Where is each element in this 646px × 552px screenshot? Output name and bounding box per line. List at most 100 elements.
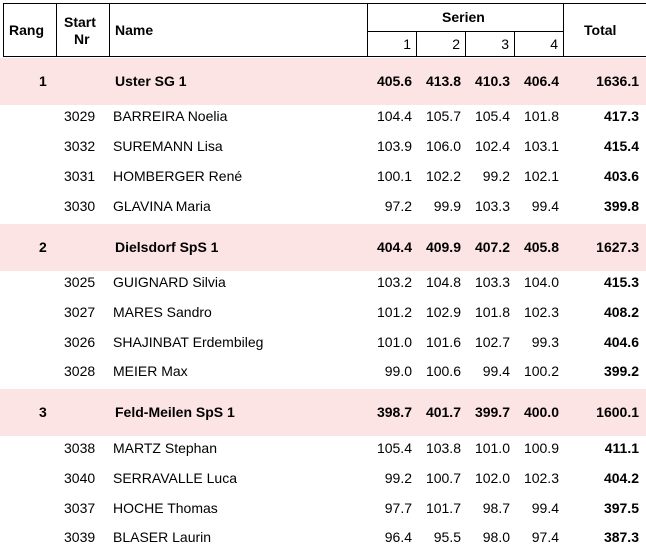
team-series-1: 398.7 [376, 404, 412, 420]
member-nr: 3039 [64, 529, 96, 545]
member-series-3: 101.8 [474, 304, 510, 320]
member-series-2: 100.7 [425, 470, 461, 486]
member-series-3: 103.3 [474, 274, 510, 290]
member-series-4: 102.3 [523, 470, 559, 486]
member-series-1: 97.7 [384, 500, 412, 516]
member-series-3: 102.7 [474, 334, 510, 350]
team-series-2: 409.9 [425, 239, 461, 255]
team-series-2: 413.8 [425, 73, 461, 89]
header-series-4: 4 [550, 36, 558, 52]
member-nr: 3025 [64, 274, 96, 290]
member-name: MARES Sandro [113, 304, 212, 320]
member-series-4: 99.4 [531, 198, 559, 214]
member-series-2: 102.9 [425, 304, 461, 320]
member-series-4: 102.1 [523, 168, 559, 184]
member-series-4: 100.9 [523, 440, 559, 456]
member-series-1: 101.2 [376, 304, 412, 320]
header-name: Name [115, 22, 154, 38]
member-series-4: 99.3 [531, 334, 559, 350]
member-series-1: 103.9 [376, 138, 412, 154]
member-row: 3030 GLAVINA Maria 97.2 99.9 103.3 99.4 … [0, 191, 646, 221]
member-name: SUREMANN Lisa [113, 138, 223, 154]
team-row: 2 Dielsdorf SpS 1 404.4 409.9 407.2 405.… [0, 224, 646, 271]
member-name: GUIGNARD Silvia [113, 274, 226, 290]
member-nr: 3029 [64, 108, 96, 124]
member-name: HOMBERGER René [113, 168, 243, 184]
member-series-1: 96.4 [384, 529, 412, 545]
team-rank: 1 [39, 73, 47, 89]
member-name: GLAVINA Maria [113, 198, 211, 214]
member-series-4: 101.8 [523, 108, 559, 124]
member-series-3: 101.0 [474, 440, 510, 456]
team-rank: 3 [39, 404, 47, 420]
member-row: 3025 GUIGNARD Silvia 103.2 104.8 103.3 1… [0, 267, 646, 297]
header-serien: Serien [442, 9, 485, 25]
member-series-3: 105.4 [474, 108, 510, 124]
member-series-3: 98.7 [482, 500, 510, 516]
team-rank: 2 [39, 239, 47, 255]
member-total: 397.5 [603, 500, 639, 516]
member-name: MARTZ Stephan [113, 440, 218, 456]
member-row: 3039 BLASER Laurin 96.4 95.5 98.0 97.4 3… [0, 522, 646, 552]
member-total: 387.3 [603, 529, 639, 545]
member-nr: 3032 [64, 138, 96, 154]
header-start: Start [64, 14, 96, 30]
header-rang: Rang [9, 22, 44, 38]
member-series-2: 101.7 [425, 500, 461, 516]
member-series-4: 102.3 [523, 304, 559, 320]
member-series-1: 99.2 [384, 470, 412, 486]
member-row: 3037 HOCHE Thomas 97.7 101.7 98.7 99.4 3… [0, 493, 646, 523]
team-series-3: 407.2 [474, 239, 510, 255]
member-series-1: 103.2 [376, 274, 412, 290]
member-total: 404.2 [603, 470, 639, 486]
member-row: 3029 BARREIRA Noelia 104.4 105.7 105.4 1… [0, 101, 646, 131]
member-series-3: 99.4 [482, 363, 510, 379]
member-name: BLASER Laurin [113, 529, 212, 545]
member-series-2: 103.8 [425, 440, 461, 456]
member-total: 408.2 [603, 304, 639, 320]
member-total: 399.8 [603, 198, 639, 214]
team-total: 1627.3 [596, 239, 639, 255]
member-series-4: 103.1 [523, 138, 559, 154]
member-nr: 3026 [64, 334, 96, 350]
member-series-3: 103.3 [474, 198, 510, 214]
team-name: Feld-Meilen SpS 1 [115, 404, 235, 420]
team-series-3: 410.3 [474, 73, 510, 89]
member-nr: 3031 [64, 168, 96, 184]
member-series-2: 100.6 [425, 363, 461, 379]
member-nr: 3037 [64, 500, 96, 516]
member-series-2: 106.0 [425, 138, 461, 154]
member-series-2: 104.8 [425, 274, 461, 290]
member-series-1: 104.4 [376, 108, 412, 124]
member-name: MEIER Max [113, 363, 188, 379]
member-series-1: 100.1 [376, 168, 412, 184]
member-name: SERRAVALLE Luca [113, 470, 237, 486]
member-series-4: 100.2 [523, 363, 559, 379]
member-name: HOCHE Thomas [113, 500, 218, 516]
team-total: 1600.1 [596, 404, 639, 420]
member-series-2: 101.6 [425, 334, 461, 350]
member-series-3: 99.2 [482, 168, 510, 184]
member-series-4: 99.4 [531, 500, 559, 516]
team-total: 1636.1 [596, 73, 639, 89]
member-series-3: 102.0 [474, 470, 510, 486]
member-total: 415.4 [603, 138, 639, 154]
header-total: Total [584, 22, 617, 38]
member-total: 403.6 [603, 168, 639, 184]
member-row: 3038 MARTZ Stephan 105.4 103.8 101.0 100… [0, 433, 646, 463]
member-total: 417.3 [603, 108, 639, 124]
member-total: 399.2 [603, 363, 639, 379]
header-series-2: 2 [452, 36, 460, 52]
member-nr: 3030 [64, 198, 96, 214]
member-series-1: 101.0 [376, 334, 412, 350]
member-row: 3032 SUREMANN Lisa 103.9 106.0 102.4 103… [0, 131, 646, 161]
team-series-1: 404.4 [376, 239, 412, 255]
member-series-3: 98.0 [482, 529, 510, 545]
member-row: 3026 SHAJINBAT Erdembileg 101.0 101.6 10… [0, 327, 646, 357]
member-series-2: 95.5 [433, 529, 461, 545]
member-series-1: 99.0 [384, 363, 412, 379]
member-name: SHAJINBAT Erdembileg [113, 334, 264, 350]
member-series-3: 102.4 [474, 138, 510, 154]
member-total: 411.1 [604, 440, 639, 456]
